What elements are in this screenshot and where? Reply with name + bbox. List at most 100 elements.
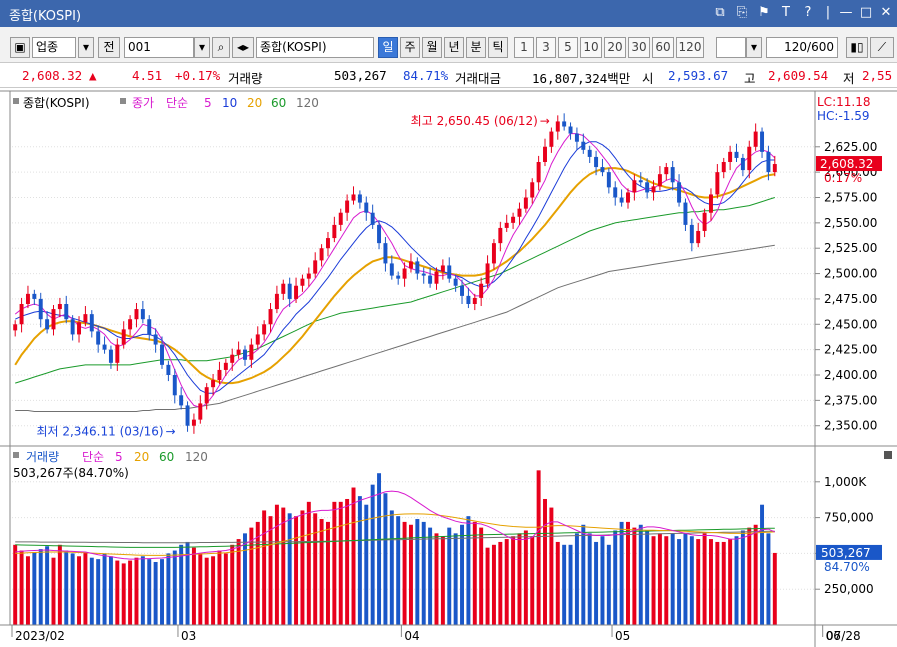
candle-body xyxy=(121,329,126,345)
volume-bar xyxy=(651,536,656,625)
interval-3-button[interactable]: 3 xyxy=(536,37,556,58)
chevron-down-icon[interactable]: ▾ xyxy=(78,37,94,58)
current-price-tag-text: 2,608.32 xyxy=(820,157,873,171)
volume-bar xyxy=(740,530,745,625)
candle-body xyxy=(689,224,694,244)
candle-body xyxy=(530,182,535,198)
interval-120-button[interactable]: 120 xyxy=(676,37,704,58)
period-tick-button[interactable]: 틱 xyxy=(488,37,508,58)
volume-bar xyxy=(83,551,88,625)
interval-5-button[interactable]: 5 xyxy=(558,37,578,58)
help-icon[interactable]: ? xyxy=(804,5,812,20)
volume-bar xyxy=(357,496,362,625)
volume-legend-name[interactable]: 거래량 xyxy=(26,450,59,464)
volume-bar xyxy=(766,533,771,625)
candle-body xyxy=(325,238,330,249)
up-arrow-icon: ▲ xyxy=(89,68,97,83)
volume-bar xyxy=(345,498,350,625)
minimize-icon[interactable]: — xyxy=(839,5,853,20)
volume-ma5-line xyxy=(15,490,776,560)
low-value: 2,55 xyxy=(862,68,893,83)
volume-bar xyxy=(428,527,433,625)
candle-body xyxy=(683,202,688,225)
volume-bar xyxy=(89,557,94,625)
restore-icon[interactable]: ⧉ xyxy=(715,5,725,20)
candle-body xyxy=(332,224,337,239)
high-value: 2,609.54 xyxy=(768,68,829,83)
candle-type-icon[interactable]: ▮▯ xyxy=(846,37,868,58)
interval-30-button[interactable]: 30 xyxy=(628,37,650,58)
chevron-down-icon[interactable]: ▾ xyxy=(746,37,762,58)
volume-bar xyxy=(243,533,247,625)
pane-menu-icon[interactable] xyxy=(884,451,892,459)
price-legend-simple: 단순 xyxy=(166,96,188,110)
code-input[interactable]: 001 xyxy=(124,37,194,58)
pin-icon[interactable]: ⚑ xyxy=(758,5,770,20)
maximize-icon[interactable]: □ xyxy=(859,5,873,20)
volume-bar xyxy=(677,539,682,625)
candle-body xyxy=(670,167,675,183)
volume-bar xyxy=(530,536,535,625)
candle-body xyxy=(702,212,707,231)
volume-bar xyxy=(294,516,299,625)
volume-bar xyxy=(115,560,120,625)
volume-bar xyxy=(440,536,445,625)
candle-body xyxy=(485,263,490,284)
volume-bar xyxy=(562,544,567,625)
volume-bar xyxy=(204,557,209,625)
volume-bar xyxy=(702,533,707,625)
volume-tick-label: 250,000 xyxy=(824,582,874,596)
interval-20-button[interactable]: 20 xyxy=(604,37,626,58)
link-icon[interactable]: ⎘ xyxy=(736,5,748,20)
volume-bar xyxy=(696,539,701,625)
period-year-button[interactable]: 년 xyxy=(444,37,464,58)
market-select[interactable]: 업종 xyxy=(32,37,76,58)
volume-bar xyxy=(45,546,50,625)
count-input[interactable]: 120/600 xyxy=(766,37,838,58)
volume-bar xyxy=(325,521,330,625)
volume-bar xyxy=(670,533,675,625)
price-legend-name[interactable]: 종합(KOSPI) xyxy=(23,96,90,110)
layout-icon[interactable]: ▣ xyxy=(10,37,30,58)
candle-body xyxy=(728,151,733,162)
candle-body xyxy=(217,369,222,381)
interval-1-button[interactable]: 1 xyxy=(514,37,534,58)
volume-bar xyxy=(491,544,496,625)
price-tick-label: 2,625.00 xyxy=(824,140,877,154)
stock-chart[interactable]: 2,625.002,600.002,575.002,550.002,525.00… xyxy=(0,89,897,647)
interval-10-button[interactable]: 10 xyxy=(580,37,602,58)
candle-body xyxy=(491,243,496,264)
volume-bar xyxy=(747,527,752,625)
candle-body xyxy=(460,285,465,296)
candle-body xyxy=(198,403,203,420)
volume-bar xyxy=(121,563,126,625)
prev-next-icon[interactable]: ◂▸ xyxy=(232,37,254,58)
candle-body xyxy=(287,283,292,299)
chevron-down-icon[interactable]: ▾ xyxy=(194,37,210,58)
candle-body xyxy=(191,419,196,426)
font-icon[interactable]: T xyxy=(782,5,790,20)
candle-body xyxy=(281,283,286,294)
volume-bar xyxy=(708,539,713,625)
interval-custom-input[interactable] xyxy=(716,37,746,58)
volume-bar xyxy=(472,521,477,625)
candle-body xyxy=(147,319,152,335)
period-month-button[interactable]: 월 xyxy=(422,37,442,58)
interval-60-button[interactable]: 60 xyxy=(652,37,674,58)
candle-body xyxy=(402,268,407,279)
volume-bar xyxy=(230,544,235,625)
period-week-button[interactable]: 주 xyxy=(400,37,420,58)
volume-bar xyxy=(460,524,465,625)
candle-body xyxy=(600,167,605,173)
period-day-button[interactable]: 일 xyxy=(378,37,398,58)
candle-body xyxy=(408,261,413,269)
volume-bar xyxy=(211,556,216,625)
search-icon[interactable]: ⌕ xyxy=(212,37,230,58)
line-tool-icon[interactable]: ⟋ xyxy=(870,37,894,58)
close-icon[interactable]: ✕ xyxy=(880,5,892,20)
candle-body xyxy=(415,261,420,274)
period-minute-button[interactable]: 분 xyxy=(466,37,486,58)
all-button[interactable]: 전 xyxy=(98,37,120,58)
volume-bar xyxy=(364,504,369,625)
candle-body xyxy=(715,172,720,195)
